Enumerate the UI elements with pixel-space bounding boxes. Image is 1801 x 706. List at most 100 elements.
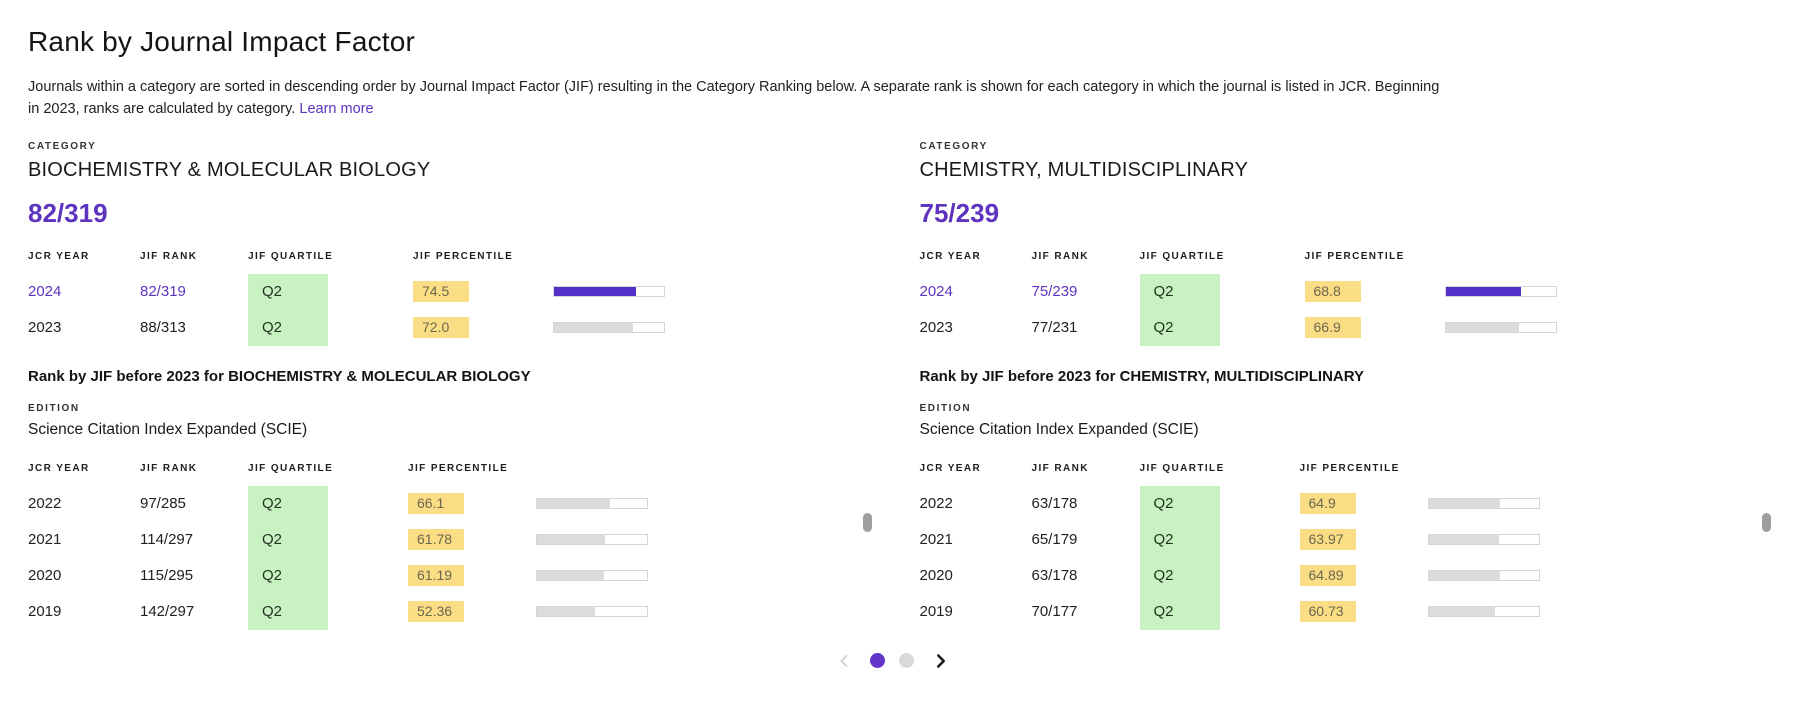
percentile-bar	[1444, 286, 1557, 298]
recent-rank-table: JCR YEAR JIF RANK JIF QUARTILE JIF PERCE…	[28, 251, 866, 346]
category-rank-value: 82/319	[28, 197, 108, 228]
table-row: 2024 75/239 Q2 68.8	[919, 273, 1758, 310]
recent-rank-table: JCR YEAR JIF RANK JIF QUARTILE JIF PERCE…	[920, 251, 1758, 346]
col-header-bar	[553, 251, 673, 270]
table-row: 2024 82/319 Q2 74.5	[28, 273, 866, 310]
jif-percentile-badge: 66.9	[1304, 317, 1361, 339]
col-header-jif-quartile: JIF QUARTILE	[248, 462, 334, 474]
table-header-row: JCR YEAR JIF RANK JIF QUARTILE JIF PERCE…	[920, 463, 1758, 482]
learn-more-link[interactable]: Learn more	[299, 101, 374, 118]
jif-quartile-cell: Q2	[248, 309, 328, 346]
jcr-year-cell: 2020	[28, 567, 62, 585]
category-panel-biochemistry: CATEGORY BIOCHEMISTRY & MOLECULAR BIOLOG…	[28, 140, 872, 636]
jif-percentile-badge: 66.1	[408, 493, 464, 515]
jif-quartile-cell: Q2	[1139, 273, 1220, 310]
description-text: Journals within a category are sorted in…	[28, 79, 1440, 118]
jif-quartile-cell: Q2	[1139, 521, 1220, 558]
previous-page-button[interactable]	[832, 649, 856, 673]
table-header-row: JCR YEAR JIF RANK JIF QUARTILE JIF PERCE…	[28, 463, 866, 482]
table-row: 2023 88/313 Q2 72.0	[28, 309, 866, 346]
table-row: 2019 70/177 Q2 60.73	[920, 593, 1758, 630]
next-page-button[interactable]	[928, 648, 954, 674]
col-header-bar	[1445, 251, 1565, 270]
jif-percentile-badge: 72.0	[413, 317, 469, 339]
category-name: BIOCHEMISTRY & MOLECULAR BIOLOGY	[28, 158, 431, 181]
page-dot-1-active[interactable]	[869, 653, 885, 669]
jif-percentile-badge: 63.97	[1299, 529, 1356, 551]
table-row: 2022 63/178 Q2 64.9	[920, 485, 1758, 522]
table-row: 2020 115/295 Q2 61.19	[28, 557, 866, 594]
historic-rank-table: JCR YEAR JIF RANK JIF QUARTILE JIF PERCE…	[920, 463, 1758, 630]
percentile-bar	[1427, 534, 1540, 546]
jif-rank-cell: 77/231	[1031, 319, 1078, 337]
col-header-jif-rank: JIF RANK	[140, 462, 198, 474]
jif-rank-cell: 115/295	[140, 567, 194, 585]
description: Journals within a category are sorted in…	[28, 76, 1443, 121]
category-label: CATEGORY	[919, 140, 988, 152]
jif-rank-cell: 65/179	[1031, 531, 1078, 549]
jif-percentile-badge: 61.19	[408, 565, 464, 587]
edition-label: EDITION	[28, 402, 80, 414]
jcr-year-cell: 2020	[919, 567, 953, 585]
col-header-jif-quartile: JIF QUARTILE	[1139, 462, 1225, 474]
table-header-row: JCR YEAR JIF RANK JIF QUARTILE JIF PERCE…	[28, 251, 866, 270]
table-row: 2021 65/179 Q2 63.97	[920, 521, 1758, 558]
percentile-bar	[553, 322, 665, 334]
edition-name: Science Citation Index Expanded (SCIE)	[919, 420, 1199, 438]
percentile-bar	[536, 570, 648, 582]
table-row: 2019 142/297 Q2 52.36	[28, 593, 866, 630]
category-panel-chemistry: CATEGORY CHEMISTRY, MULTIDISCIPLINARY 75…	[919, 140, 1771, 636]
table-header-row: JCR YEAR JIF RANK JIF QUARTILE JIF PERCE…	[920, 251, 1758, 270]
col-header-jif-quartile: JIF QUARTILE	[248, 250, 334, 262]
historic-rank-table: JCR YEAR JIF RANK JIF QUARTILE JIF PERCE…	[28, 463, 866, 630]
col-header-jcr-year: JCR YEAR	[919, 462, 982, 474]
panel-scrollbar-thumb[interactable]	[1762, 512, 1771, 532]
jif-quartile-cell: Q2	[248, 273, 328, 310]
col-header-jif-rank: JIF RANK	[1031, 462, 1089, 474]
col-header-bar	[1428, 463, 1548, 482]
page-dot-2[interactable]	[898, 653, 914, 669]
jif-rank-link[interactable]: 75/239	[1031, 283, 1078, 301]
percentile-bar	[553, 286, 665, 298]
col-header-jif-percentile: JIF PERCENTILE	[1299, 462, 1400, 474]
jcr-year-link[interactable]: 2024	[919, 283, 953, 301]
col-header-jif-percentile: JIF PERCENTILE	[1304, 250, 1405, 262]
jif-quartile-cell: Q2	[248, 557, 328, 594]
jif-percentile-badge: 61.78	[408, 529, 464, 551]
jif-percentile-badge: 64.9	[1299, 493, 1356, 515]
jif-rank-cell: 97/285	[140, 495, 186, 513]
percentile-bar	[1427, 606, 1540, 618]
percentile-bar	[1427, 498, 1540, 510]
jif-rank-link[interactable]: 82/319	[140, 283, 186, 301]
jif-rank-cell: 63/178	[1031, 567, 1078, 585]
jif-quartile-cell: Q2	[1139, 485, 1220, 522]
jif-quartile-cell: Q2	[248, 485, 328, 522]
chevron-right-icon	[936, 654, 945, 668]
jif-rank-cell: 63/178	[1031, 495, 1078, 513]
jif-quartile-cell: Q2	[248, 593, 328, 630]
category-rank-value: 75/239	[919, 197, 1000, 228]
jif-quartile-cell: Q2	[1139, 309, 1220, 346]
jcr-year-cell: 2021	[28, 531, 62, 549]
col-header-jcr-year: JCR YEAR	[28, 250, 90, 262]
panel-scrollbar-thumb[interactable]	[862, 512, 872, 532]
page-title: Rank by Journal Impact Factor	[28, 26, 416, 57]
before-2023-title: Rank by JIF before 2023 for CHEMISTRY, M…	[919, 367, 1365, 385]
jif-percentile-badge: 60.73	[1299, 601, 1356, 623]
category-label: CATEGORY	[28, 140, 97, 152]
jcr-year-cell: 2023	[919, 319, 953, 337]
jif-percentile-badge: 68.8	[1304, 281, 1361, 303]
percentile-bar	[1427, 570, 1540, 582]
table-row: 2021 114/297 Q2 61.78	[28, 521, 866, 558]
jcr-year-cell: 2023	[28, 319, 62, 337]
table-row: 2020 63/178 Q2 64.89	[919, 557, 1758, 594]
category-name: CHEMISTRY, MULTIDISCIPLINARY	[919, 158, 1249, 181]
jif-rank-cell: 88/313	[140, 319, 186, 337]
jif-percentile-badge: 74.5	[413, 281, 469, 303]
col-header-jcr-year: JCR YEAR	[919, 250, 982, 262]
jcr-year-link[interactable]: 2024	[28, 283, 62, 301]
carousel-pagination	[28, 648, 1757, 674]
col-header-jif-percentile: JIF PERCENTILE	[408, 462, 509, 474]
percentile-bar	[536, 498, 648, 510]
